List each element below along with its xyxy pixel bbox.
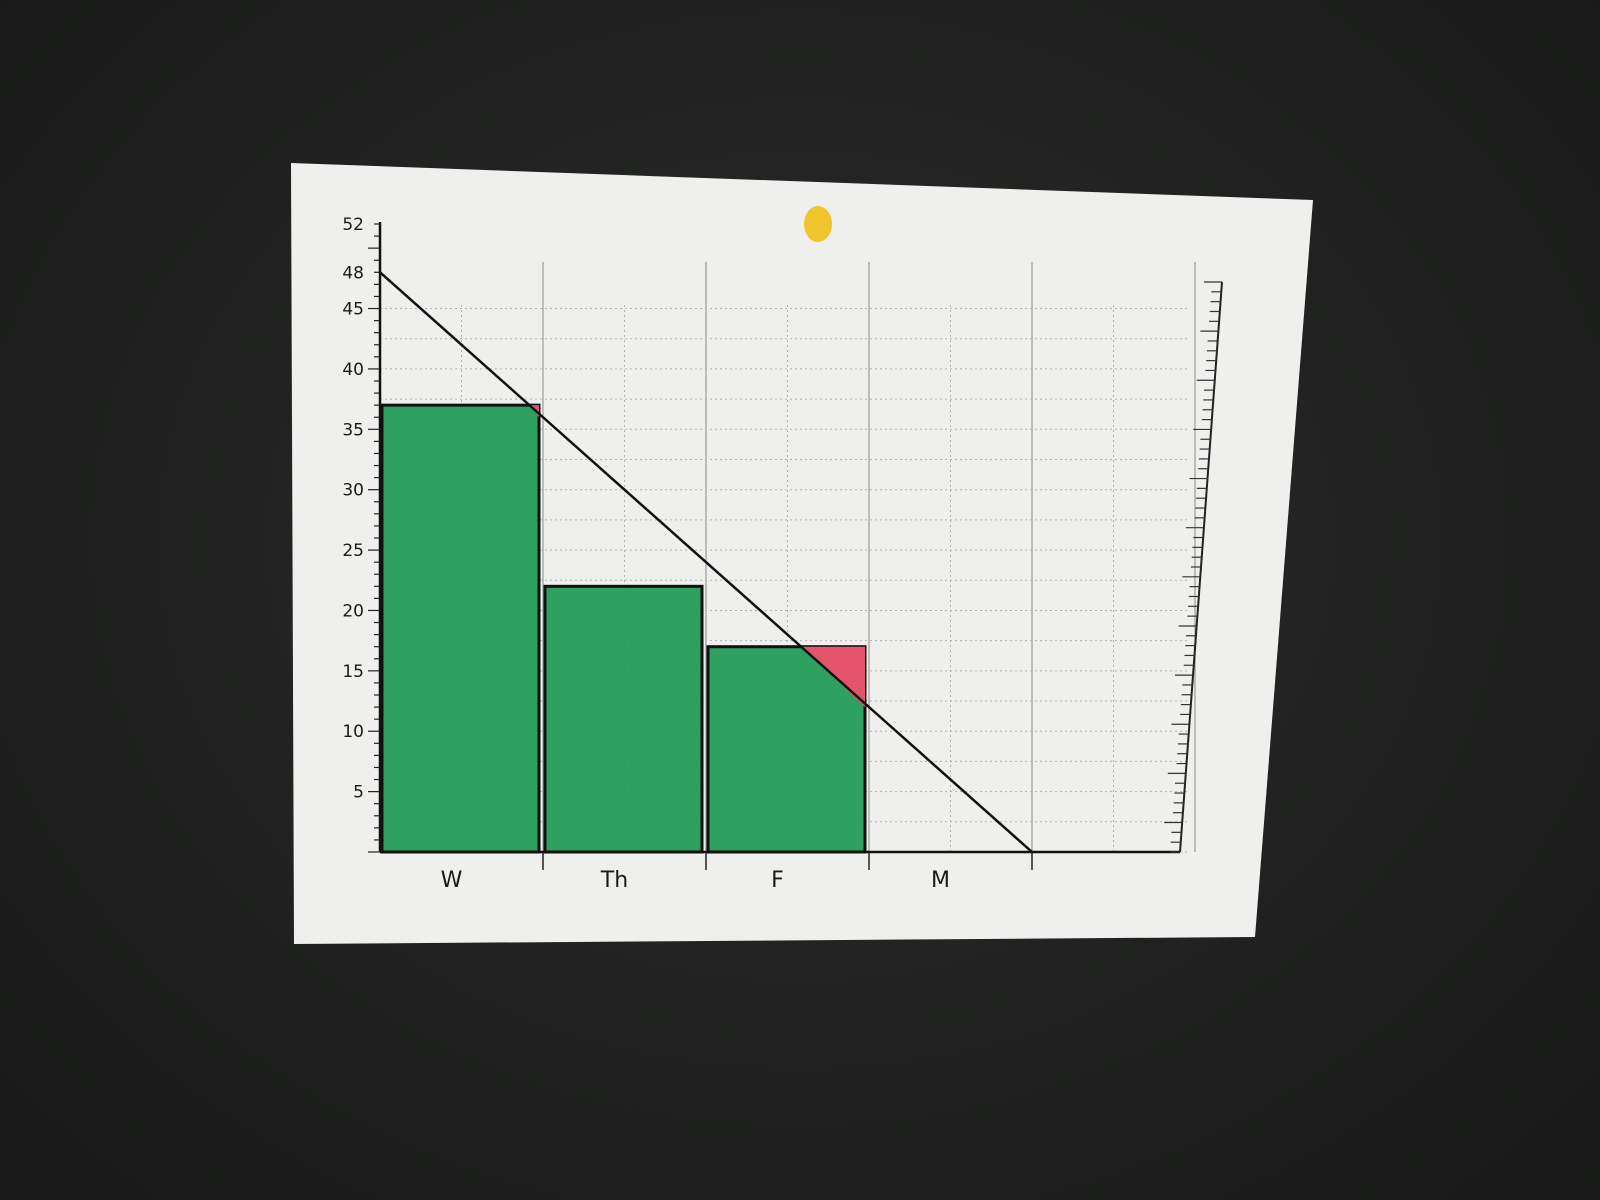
y-tick-label: 30 xyxy=(342,481,364,501)
y-tick-label: 52 xyxy=(342,215,364,235)
ideal-burndown-line xyxy=(379,271,1033,853)
pushpin-icon xyxy=(804,206,832,242)
bar-Th xyxy=(543,584,704,854)
y-tick-label: 20 xyxy=(342,601,364,621)
y-tick-label: 45 xyxy=(342,300,364,320)
ideal-line-group xyxy=(379,271,1033,853)
x-tick-label-W: W xyxy=(441,868,463,893)
y-tick-label: 35 xyxy=(342,420,364,440)
y-tick-label: 25 xyxy=(342,541,364,561)
y-tick-label: 48 xyxy=(342,263,364,283)
y-ticks: 5 10 15 20 25 30 35 40 45 48 52 xyxy=(342,215,364,803)
y-tick-label: 40 xyxy=(342,360,364,380)
y-tick-label: 5 xyxy=(353,783,364,803)
x-tick-label-M: M xyxy=(931,868,950,893)
chart-axes xyxy=(368,222,1223,854)
bar-W xyxy=(380,403,541,854)
x-tick-label-Th: Th xyxy=(600,868,628,893)
x-tick-label-F: F xyxy=(771,868,784,893)
y-tick-label: 10 xyxy=(342,722,364,742)
y-tick-label: 15 xyxy=(342,662,364,682)
overshoot-W xyxy=(529,405,539,418)
x-ticks: W Th F M xyxy=(441,852,1033,893)
